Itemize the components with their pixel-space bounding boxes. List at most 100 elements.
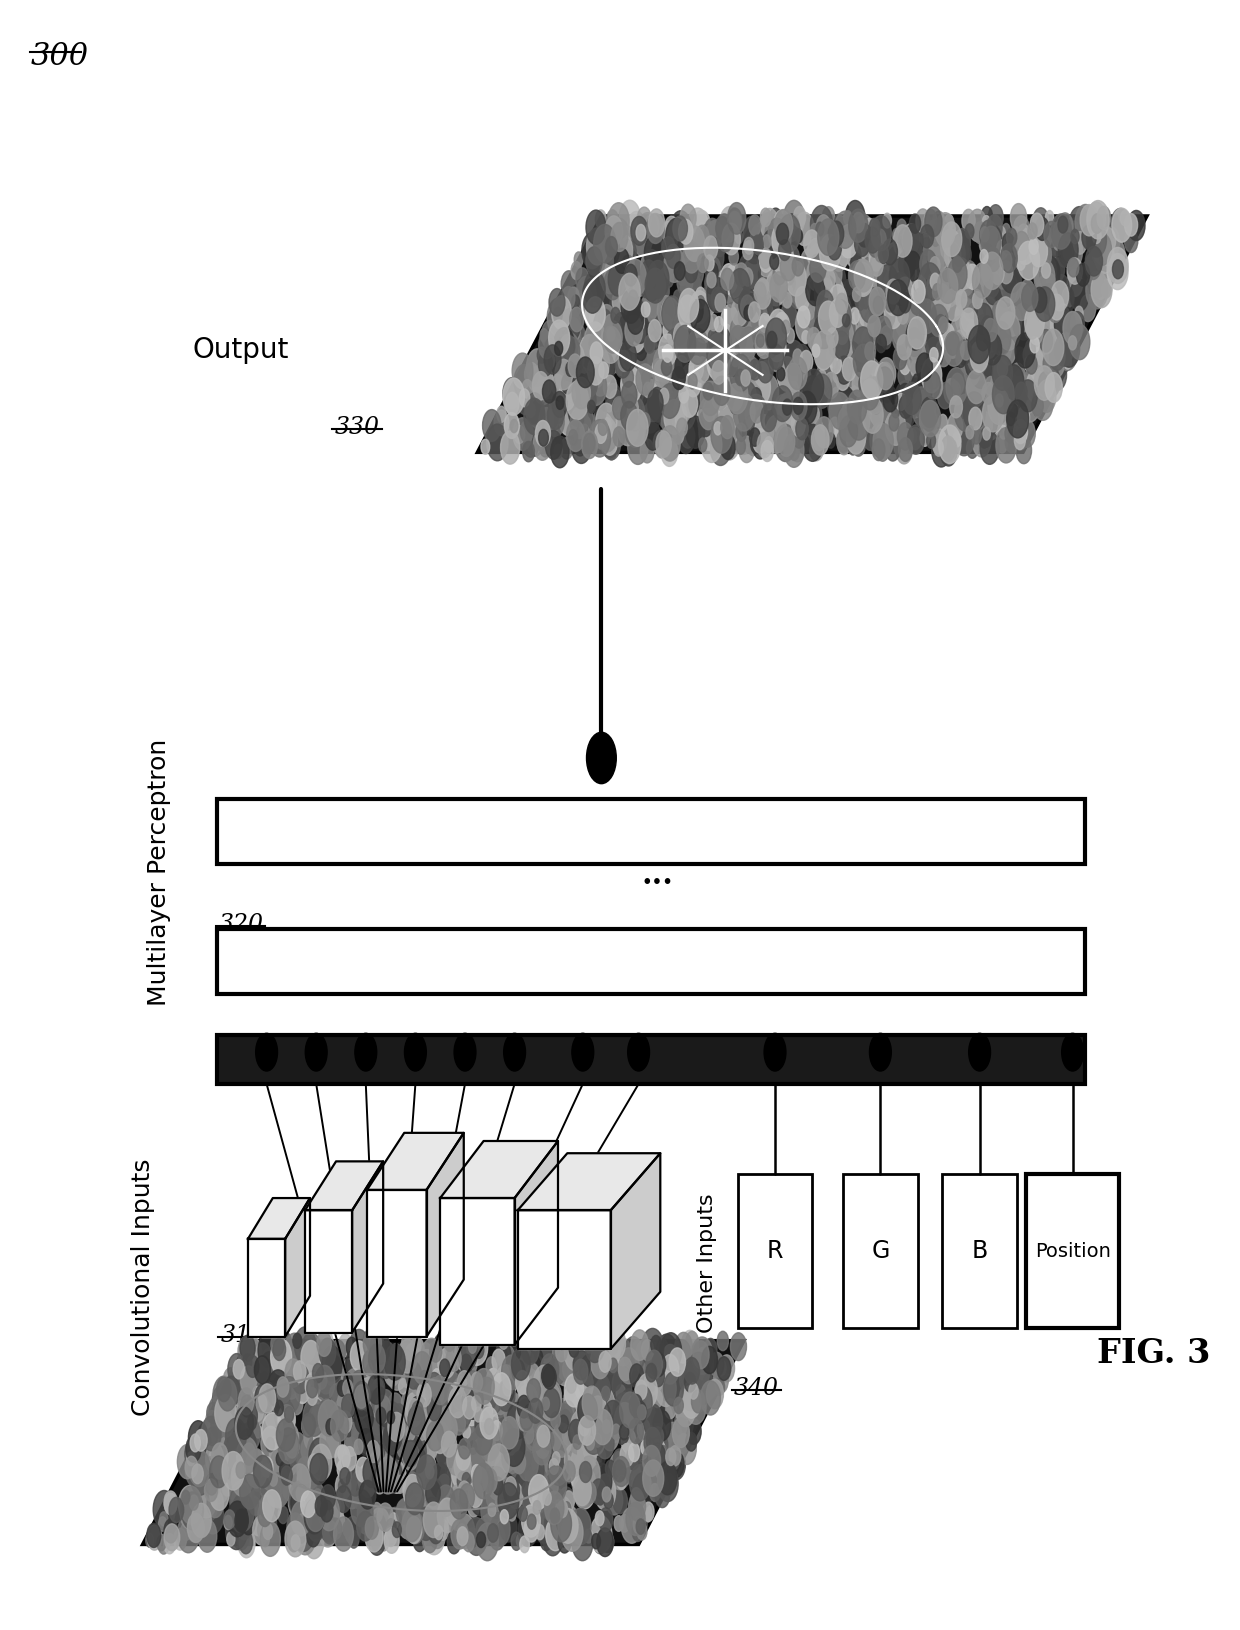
Ellipse shape bbox=[1016, 333, 1035, 368]
Ellipse shape bbox=[355, 1495, 362, 1509]
Ellipse shape bbox=[1059, 331, 1080, 367]
Ellipse shape bbox=[544, 1508, 565, 1544]
Text: G: G bbox=[872, 1239, 889, 1263]
Ellipse shape bbox=[972, 290, 982, 306]
Ellipse shape bbox=[521, 1482, 536, 1509]
Ellipse shape bbox=[624, 295, 644, 328]
Ellipse shape bbox=[1095, 280, 1106, 300]
Ellipse shape bbox=[563, 1519, 575, 1542]
Ellipse shape bbox=[382, 1421, 397, 1446]
Ellipse shape bbox=[760, 209, 771, 227]
Ellipse shape bbox=[851, 253, 862, 271]
Ellipse shape bbox=[587, 1408, 603, 1436]
Ellipse shape bbox=[601, 233, 616, 259]
Ellipse shape bbox=[543, 1389, 562, 1420]
Ellipse shape bbox=[981, 227, 990, 241]
Ellipse shape bbox=[549, 289, 565, 316]
Ellipse shape bbox=[577, 326, 584, 339]
Ellipse shape bbox=[376, 1395, 391, 1423]
Ellipse shape bbox=[879, 249, 888, 264]
Ellipse shape bbox=[427, 1421, 444, 1451]
Ellipse shape bbox=[957, 341, 971, 365]
Ellipse shape bbox=[518, 1506, 527, 1521]
Ellipse shape bbox=[590, 333, 599, 347]
Ellipse shape bbox=[869, 246, 883, 271]
Ellipse shape bbox=[461, 1350, 474, 1371]
Ellipse shape bbox=[368, 1345, 386, 1372]
Ellipse shape bbox=[279, 1377, 300, 1413]
Ellipse shape bbox=[658, 266, 671, 285]
Ellipse shape bbox=[714, 385, 729, 409]
Ellipse shape bbox=[517, 1477, 529, 1500]
Ellipse shape bbox=[976, 417, 983, 430]
Ellipse shape bbox=[246, 1449, 268, 1488]
Ellipse shape bbox=[815, 274, 837, 313]
Ellipse shape bbox=[673, 1340, 691, 1369]
Ellipse shape bbox=[1009, 230, 1018, 244]
Ellipse shape bbox=[611, 1425, 620, 1439]
Ellipse shape bbox=[753, 235, 764, 254]
Ellipse shape bbox=[895, 305, 916, 339]
Ellipse shape bbox=[756, 337, 766, 355]
Ellipse shape bbox=[810, 254, 826, 282]
Ellipse shape bbox=[314, 1426, 325, 1447]
Ellipse shape bbox=[859, 398, 869, 416]
Ellipse shape bbox=[434, 1408, 445, 1428]
Ellipse shape bbox=[790, 261, 797, 274]
Ellipse shape bbox=[1009, 404, 1018, 417]
Ellipse shape bbox=[277, 1400, 294, 1433]
Ellipse shape bbox=[905, 240, 923, 269]
Ellipse shape bbox=[657, 1465, 678, 1501]
Ellipse shape bbox=[868, 318, 882, 341]
Ellipse shape bbox=[1097, 207, 1111, 230]
Ellipse shape bbox=[750, 399, 764, 424]
Ellipse shape bbox=[629, 1418, 644, 1444]
Ellipse shape bbox=[584, 434, 595, 453]
Ellipse shape bbox=[1027, 297, 1039, 316]
Ellipse shape bbox=[637, 1392, 652, 1416]
Ellipse shape bbox=[662, 390, 675, 411]
Ellipse shape bbox=[339, 1480, 346, 1493]
Ellipse shape bbox=[226, 1513, 247, 1550]
Ellipse shape bbox=[821, 311, 836, 337]
Ellipse shape bbox=[398, 1506, 412, 1531]
Ellipse shape bbox=[527, 349, 548, 386]
Polygon shape bbox=[367, 1133, 464, 1190]
Ellipse shape bbox=[842, 315, 849, 328]
Ellipse shape bbox=[554, 445, 563, 458]
Ellipse shape bbox=[980, 220, 997, 251]
Ellipse shape bbox=[765, 416, 787, 453]
Ellipse shape bbox=[813, 331, 835, 368]
Ellipse shape bbox=[363, 1457, 381, 1488]
Ellipse shape bbox=[223, 1368, 238, 1394]
Ellipse shape bbox=[1053, 230, 1065, 251]
Ellipse shape bbox=[745, 310, 759, 334]
Ellipse shape bbox=[407, 1516, 422, 1544]
Ellipse shape bbox=[402, 1350, 413, 1368]
Ellipse shape bbox=[983, 394, 999, 421]
Ellipse shape bbox=[591, 347, 609, 378]
Ellipse shape bbox=[231, 1374, 246, 1400]
Ellipse shape bbox=[626, 1447, 640, 1470]
Ellipse shape bbox=[898, 383, 911, 408]
Ellipse shape bbox=[262, 1413, 283, 1451]
Ellipse shape bbox=[765, 336, 777, 357]
Ellipse shape bbox=[222, 1405, 233, 1425]
Ellipse shape bbox=[841, 375, 857, 404]
Ellipse shape bbox=[730, 354, 751, 391]
Ellipse shape bbox=[864, 218, 875, 238]
Ellipse shape bbox=[353, 1381, 370, 1410]
Ellipse shape bbox=[620, 394, 639, 425]
Ellipse shape bbox=[339, 1446, 347, 1460]
Ellipse shape bbox=[265, 1405, 278, 1428]
Ellipse shape bbox=[920, 321, 928, 334]
Ellipse shape bbox=[925, 337, 944, 370]
Ellipse shape bbox=[625, 259, 646, 297]
Ellipse shape bbox=[516, 1371, 529, 1394]
Ellipse shape bbox=[665, 217, 678, 240]
Ellipse shape bbox=[241, 1337, 262, 1372]
Ellipse shape bbox=[201, 1495, 208, 1508]
Ellipse shape bbox=[367, 1390, 379, 1413]
Ellipse shape bbox=[952, 241, 965, 262]
Ellipse shape bbox=[665, 357, 682, 386]
